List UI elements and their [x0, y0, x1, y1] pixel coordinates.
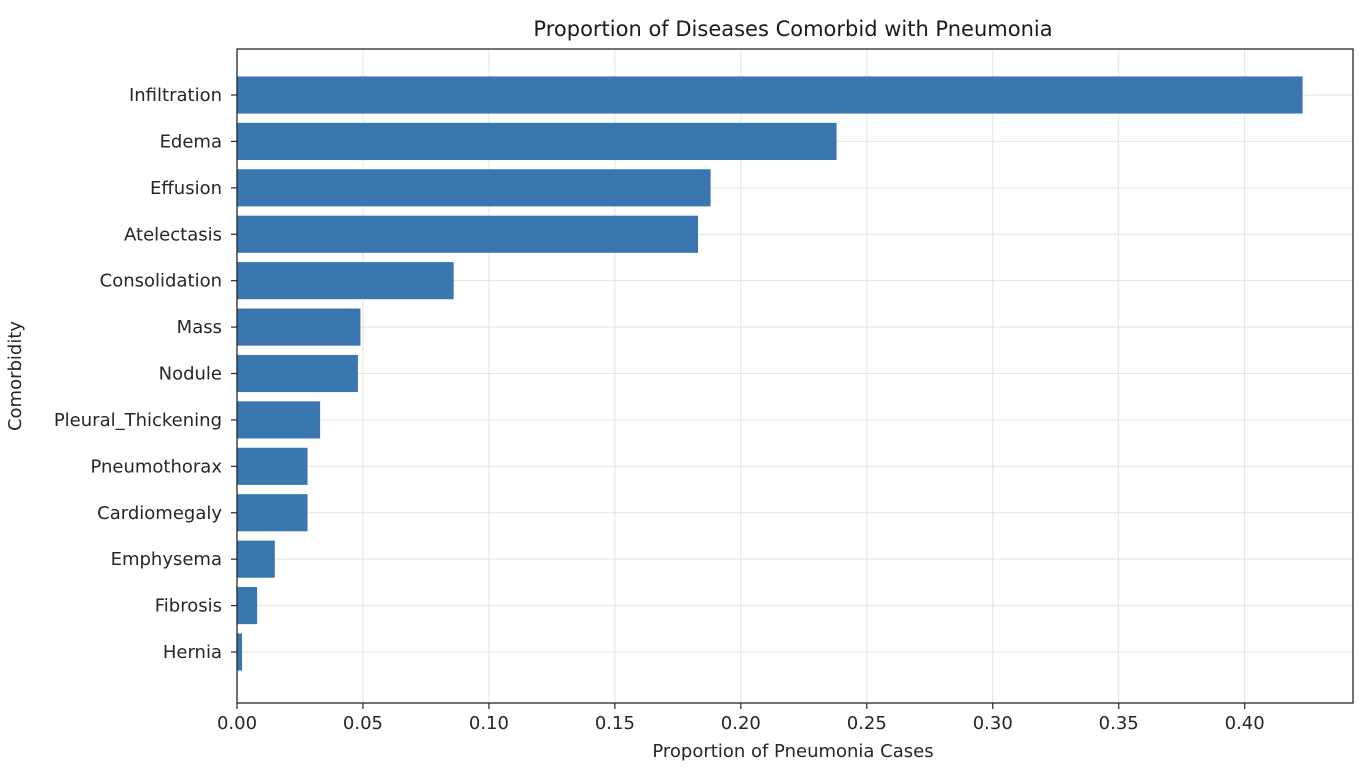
bar-hernia [237, 633, 243, 671]
plot-frame [236, 48, 1354, 704]
y-tick-label: Fibrosis [155, 596, 222, 617]
bar-infiltration [237, 76, 1303, 114]
x-tick-label: 0.40 [1225, 713, 1265, 734]
y-tick-label: Nodule [159, 364, 222, 385]
bars [237, 76, 1303, 671]
x-tick-label: 0.10 [469, 713, 509, 734]
y-tick-label: Cardiomegaly [97, 503, 222, 524]
y-tick-label: Hernia [163, 642, 222, 663]
y-tick-label: Atelectasis [124, 224, 222, 245]
y-tick-label: Pleural_Thickening [54, 410, 222, 431]
chart-title: Proportion of Diseases Comorbid with Pne… [533, 17, 1052, 41]
bar-fibrosis [237, 587, 258, 625]
bar-effusion [237, 169, 711, 207]
x-axis-title: Proportion of Pneumonia Cases [652, 741, 933, 762]
y-tick-label: Consolidation [100, 271, 222, 292]
y-tick-label: Infiltration [129, 85, 222, 106]
bar-cardiomegaly [237, 494, 308, 532]
x-tick-label: 0.20 [721, 713, 761, 734]
bar-pneumothorax [237, 447, 308, 485]
y-tick-label: Effusion [150, 178, 222, 199]
y-tick-label: Mass [177, 317, 222, 338]
x-tick-label: 0.35 [1099, 713, 1139, 734]
y-tick-label: Emphysema [111, 549, 222, 570]
y-axis-title: Comorbidity [5, 321, 26, 431]
bar-atelectasis [237, 215, 699, 253]
bar-nodule [237, 354, 358, 393]
bar-pleural-thickening [237, 401, 321, 439]
x-axis-ticks: 0.00 0.05 0.10 0.15 0.20 0.25 0.30 0.35 0.40 [217, 703, 1265, 734]
x-tick-label: 0.15 [595, 713, 635, 734]
y-tick-label: Pneumothorax [90, 456, 222, 477]
x-tick-label: 0.00 [217, 713, 257, 734]
bar-mass [237, 308, 361, 346]
x-tick-label: 0.25 [847, 713, 887, 734]
bar-emphysema [237, 540, 275, 578]
bar-consolidation [237, 262, 454, 300]
bar-edema [237, 122, 837, 160]
y-axis-ticks: Infiltration Edema Effusion Atelectasis Cons… [54, 85, 237, 663]
x-tick-label: 0.30 [973, 713, 1013, 734]
y-tick-label: Edema [160, 131, 222, 152]
x-tick-label: 0.05 [343, 713, 383, 734]
